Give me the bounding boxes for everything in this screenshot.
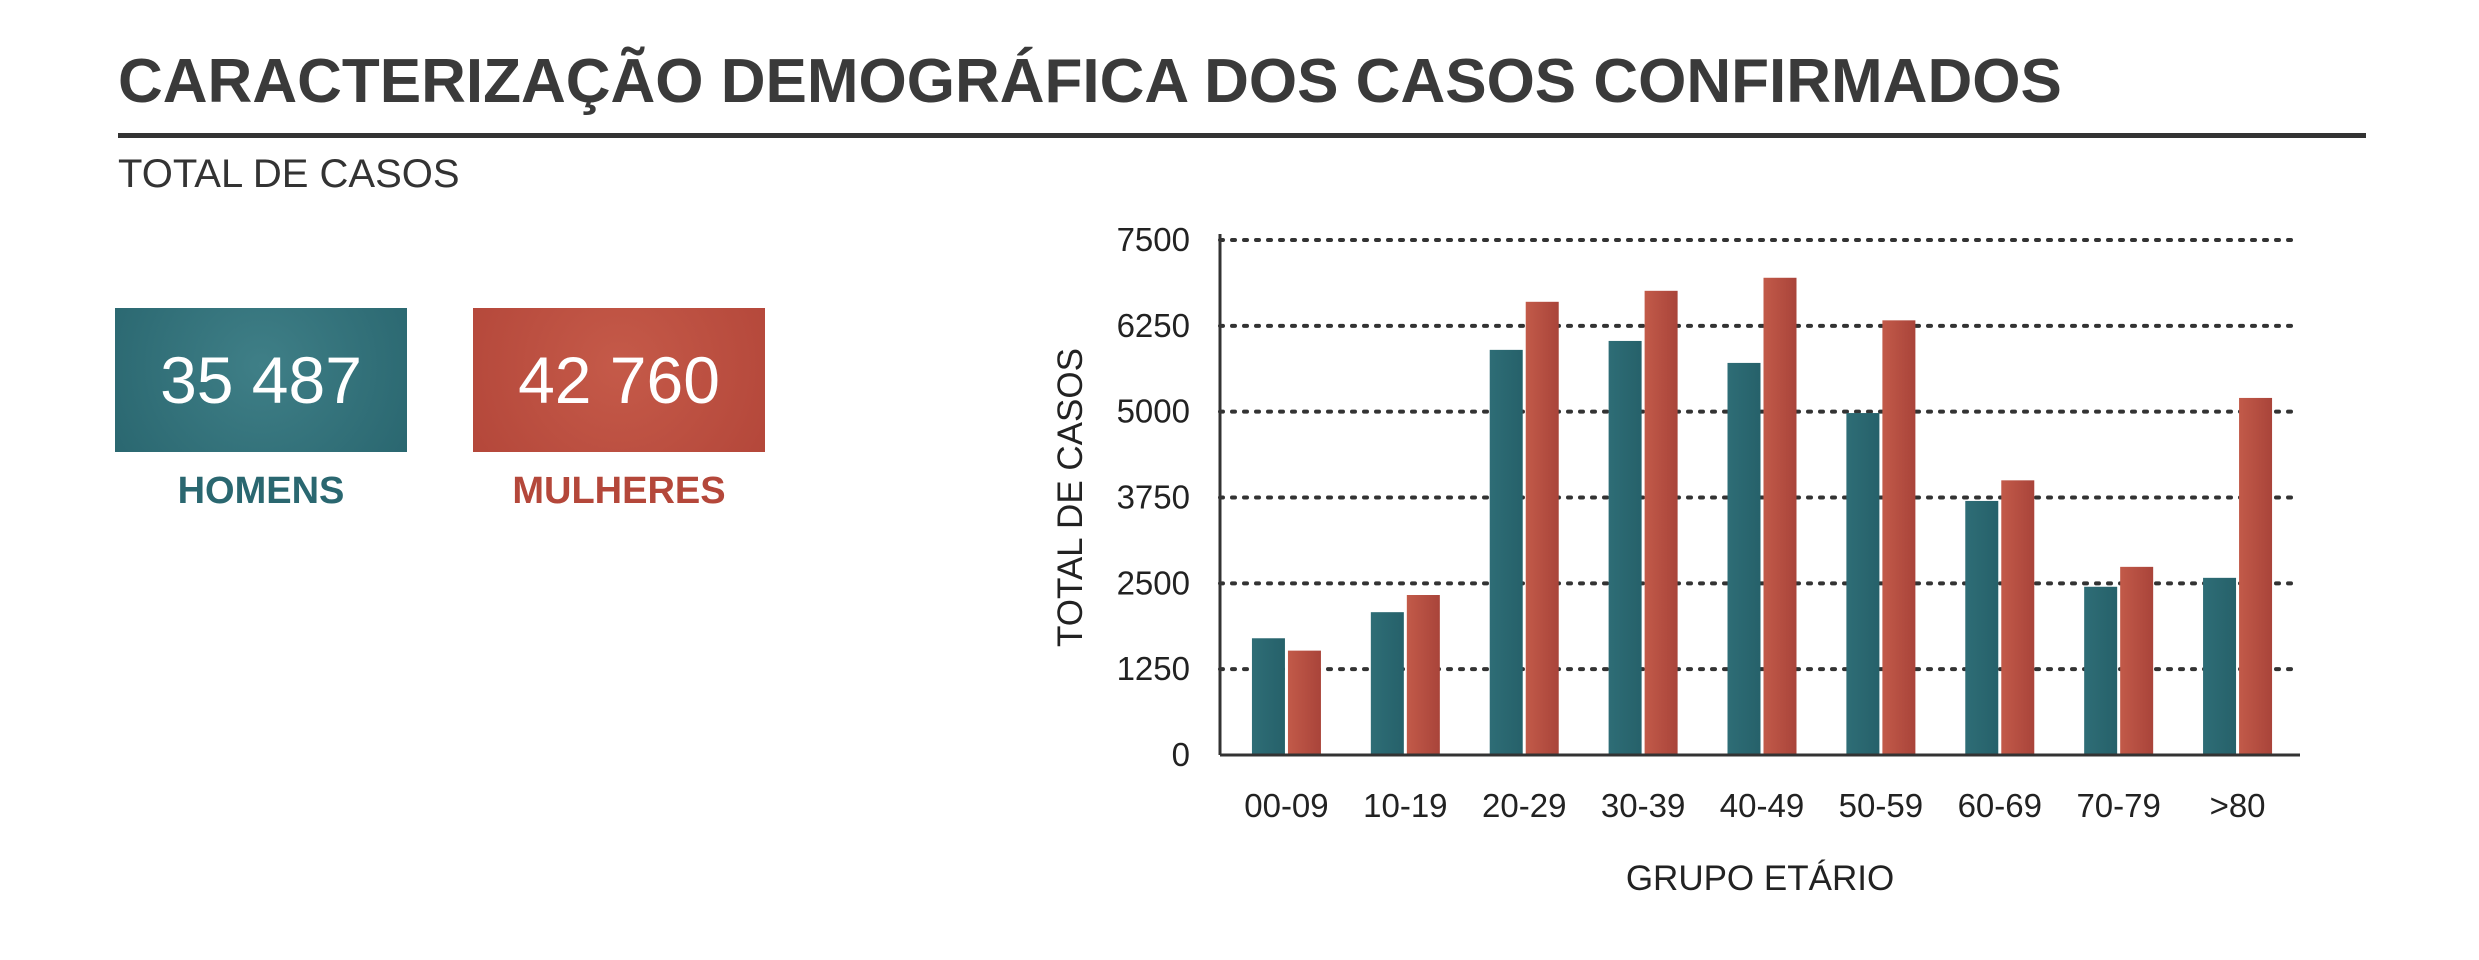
bar-men [1846,413,1880,755]
y-tick-label: 6250 [1117,307,1190,344]
y-tick-label: 7500 [1117,221,1190,258]
bar-men [1489,349,1523,755]
x-tick-label: 40-49 [1720,787,1804,824]
x-tick-label: 20-29 [1482,787,1566,824]
bar-men [1727,362,1761,755]
bar-women [2001,480,2035,755]
bar-men [2203,577,2237,755]
bar-men [1370,612,1404,755]
bar-women [1406,595,1440,755]
x-tick-label: >80 [2210,787,2266,824]
bars [1251,277,2273,755]
x-tick-label: 60-69 [1958,787,2042,824]
women-total-value: 42 760 [518,343,720,417]
bar-men [2084,586,2118,755]
men-total-card: 35 487 [115,308,407,452]
y-axis-title: TOTAL DE CASOS [1051,348,1090,647]
y-tick-label: 2500 [1117,564,1190,601]
age-group-bar-chart: 0 1250 2500 3750 5000 6250 7500 00-09 10-19 20-2… [1051,221,2302,898]
bar-women [1287,650,1321,755]
x-axis-ticks: 00-09 10-19 20-29 30-39 40-49 50-59 60-69 70-79… [1244,787,2265,824]
y-axis-ticks: 0 1250 2500 3750 5000 6250 7500 [1117,221,1190,773]
y-tick-label: 3750 [1117,479,1190,516]
bar-women [2239,397,2273,755]
bar-women [2120,566,2154,755]
x-axis-title: GRUPO ETÁRIO [1626,859,1894,898]
bar-men [1965,500,1999,755]
bar-women [1882,320,1916,755]
y-tick-label: 1250 [1117,650,1190,687]
women-total-card: 42 760 [473,308,765,452]
page-title: CARACTERIZAÇÃO DEMOGRÁFICA DOS CASOS CON… [118,47,2062,116]
women-total-label: MULHERES [512,470,726,512]
title-divider [118,133,2366,138]
x-tick-label: 00-09 [1244,787,1328,824]
x-tick-label: 30-39 [1601,787,1685,824]
bar-women [1644,290,1678,755]
x-tick-label: 70-79 [2076,787,2160,824]
men-total-label: HOMENS [177,470,345,512]
x-tick-label: 10-19 [1363,787,1447,824]
y-tick-label: 0 [1172,736,1190,773]
x-tick-label: 50-59 [1839,787,1923,824]
y-tick-label: 5000 [1117,393,1190,430]
men-total-value: 35 487 [160,343,362,417]
bar-men [1251,638,1285,755]
bar-women [1763,277,1797,755]
bar-men [1608,340,1642,755]
bar-women [1525,301,1559,755]
section-subtitle: TOTAL DE CASOS [118,152,460,196]
